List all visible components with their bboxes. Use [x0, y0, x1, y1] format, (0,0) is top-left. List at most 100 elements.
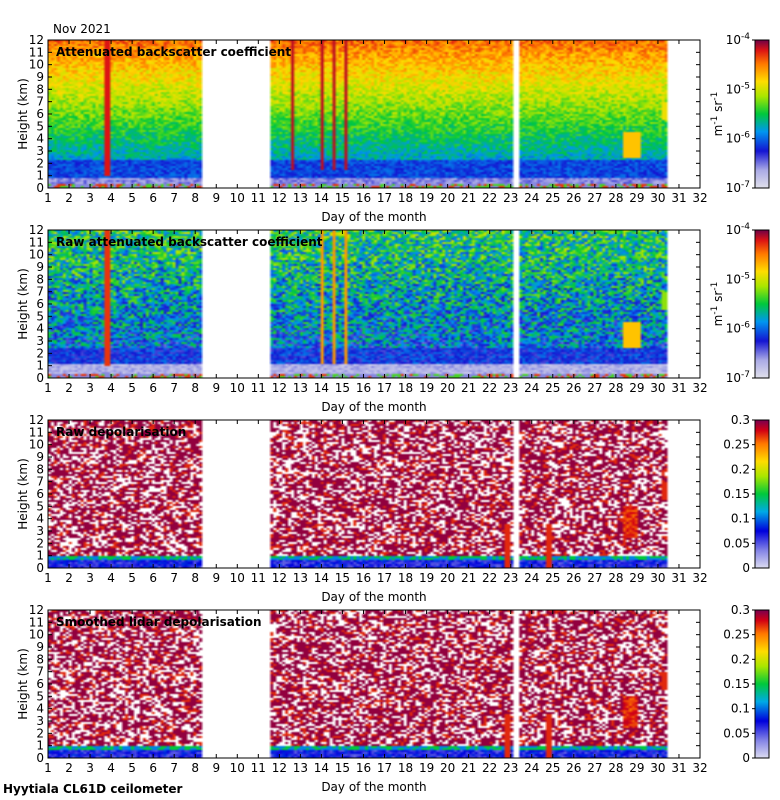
y-tick-label: 10	[29, 628, 44, 642]
y-tick-label: 5	[36, 309, 44, 323]
heatmap-image	[48, 230, 700, 378]
y-tick-label: 0	[36, 371, 44, 385]
y-axis-label: Height (km)	[16, 268, 30, 339]
y-tick-label: 4	[36, 702, 44, 716]
y-tick-label: 7	[36, 95, 44, 109]
panel-title: Smoothed lidar depolarisation	[56, 615, 262, 629]
x-tick-label: 28	[608, 761, 623, 775]
panel-title: Attenuated backscatter coefficient	[56, 45, 291, 59]
x-tick-label: 21	[461, 191, 476, 205]
panels: 1 2 3 4 5 6 7 8 9 10 11 12 13 14 15 16 17 18 19 20 21 22 23 24 2…	[16, 32, 770, 794]
x-tick-label: 24	[524, 571, 539, 585]
colorbar-tick-label: 10-4	[726, 32, 751, 47]
x-tick-label: 8	[191, 191, 199, 205]
y-tick-label: 9	[36, 450, 44, 464]
colorbar-tick-label: 0.1	[731, 512, 750, 526]
y-axis-label: Height (km)	[16, 78, 30, 149]
x-tick-label: 15	[335, 381, 350, 395]
x-tick-label: 19	[419, 381, 434, 395]
x-tick-label: 21	[461, 381, 476, 395]
colorbar-tick-label: 10-6	[726, 131, 751, 146]
heatmap-image	[48, 40, 700, 188]
x-tick-label: 32	[692, 761, 707, 775]
x-tick-label: 31	[671, 571, 686, 585]
x-axis-label: Day of the month	[321, 590, 426, 604]
y-tick-label: 12	[29, 33, 44, 47]
x-tick-label: 5	[128, 191, 136, 205]
y-tick-label: 11	[29, 235, 44, 249]
x-tick-label: 7	[170, 381, 178, 395]
x-tick-label: 6	[149, 381, 157, 395]
x-tick-label: 10	[230, 571, 245, 585]
y-tick-label: 6	[36, 677, 44, 691]
panel-3: 1 2 3 4 5 6 7 8 9 10 11 12 13 14 15 16 17 18 19 20 21 22 23 24 2…	[16, 413, 770, 604]
x-axis-label: Day of the month	[321, 210, 426, 224]
y-tick-label: 12	[29, 413, 44, 427]
colorbar-tick-label: 10-6	[726, 321, 751, 336]
x-tick-label: 17	[377, 571, 392, 585]
x-tick-label: 18	[398, 191, 413, 205]
panel-title: Raw attenuated backscatter coefficient	[56, 235, 323, 249]
x-tick-label: 26	[566, 381, 581, 395]
x-tick-label: 1	[44, 381, 52, 395]
y-tick-label: 10	[29, 58, 44, 72]
y-tick-label: 7	[36, 665, 44, 679]
x-tick-label: 4	[107, 761, 115, 775]
x-tick-label: 7	[170, 191, 178, 205]
colorbar-tick-label: 10-4	[726, 222, 751, 237]
colorbar	[754, 39, 770, 189]
y-tick-label: 6	[36, 487, 44, 501]
x-tick-label: 30	[650, 571, 665, 585]
x-tick-label: 8	[191, 571, 199, 585]
y-tick-label: 10	[29, 438, 44, 452]
colorbar-tick-label: 0	[742, 561, 750, 575]
x-tick-label: 20	[440, 761, 455, 775]
x-tick-label: 25	[545, 571, 560, 585]
x-tick-label: 23	[503, 761, 518, 775]
colorbar-tick-label: 0.25	[723, 438, 750, 452]
y-tick-label: 11	[29, 615, 44, 629]
x-tick-label: 32	[692, 571, 707, 585]
colorbar-tick-label: 10-5	[726, 271, 750, 286]
x-tick-label: 16	[356, 191, 371, 205]
colorbar	[754, 229, 770, 379]
x-tick-label: 12	[272, 191, 287, 205]
y-tick-label: 5	[36, 499, 44, 513]
x-tick-label: 2	[65, 381, 73, 395]
x-tick-label: 8	[191, 381, 199, 395]
x-tick-label: 14	[314, 381, 329, 395]
x-tick-label: 24	[524, 761, 539, 775]
y-tick-label: 3	[36, 714, 44, 728]
x-tick-label: 21	[461, 571, 476, 585]
x-tick-label: 14	[314, 761, 329, 775]
x-tick-label: 19	[419, 761, 434, 775]
y-tick-label: 4	[36, 322, 44, 336]
y-tick-label: 3	[36, 524, 44, 538]
y-axis-label: Height (km)	[16, 458, 30, 529]
colorbar-tick-label: 0.2	[731, 652, 750, 666]
x-tick-label: 32	[692, 381, 707, 395]
x-tick-label: 2	[65, 571, 73, 585]
x-tick-label: 13	[293, 191, 308, 205]
x-tick-label: 27	[587, 571, 602, 585]
x-tick-label: 9	[212, 761, 220, 775]
x-tick-label: 5	[128, 381, 136, 395]
x-tick-label: 30	[650, 761, 665, 775]
y-tick-label: 9	[36, 640, 44, 654]
x-tick-label: 31	[671, 191, 686, 205]
x-tick-label: 28	[608, 381, 623, 395]
colorbar-tick-label: 0.15	[723, 487, 750, 501]
y-tick-label: 1	[36, 739, 44, 753]
y-tick-label: 4	[36, 132, 44, 146]
x-tick-label: 9	[212, 381, 220, 395]
x-tick-label: 4	[107, 571, 115, 585]
y-tick-label: 7	[36, 285, 44, 299]
x-tick-label: 13	[293, 571, 308, 585]
colorbar-tick-label: 10-7	[726, 180, 750, 195]
site-label: Hyytiala CL61D ceilometer	[3, 782, 183, 796]
x-tick-label: 30	[650, 191, 665, 205]
y-axis-label: Height (km)	[16, 648, 30, 719]
panel-1: 1 2 3 4 5 6 7 8 9 10 11 12 13 14 15 16 17 18 19 20 21 22 23 24 2…	[16, 32, 770, 224]
y-tick-label: 2	[36, 536, 44, 550]
x-tick-label: 27	[587, 761, 602, 775]
